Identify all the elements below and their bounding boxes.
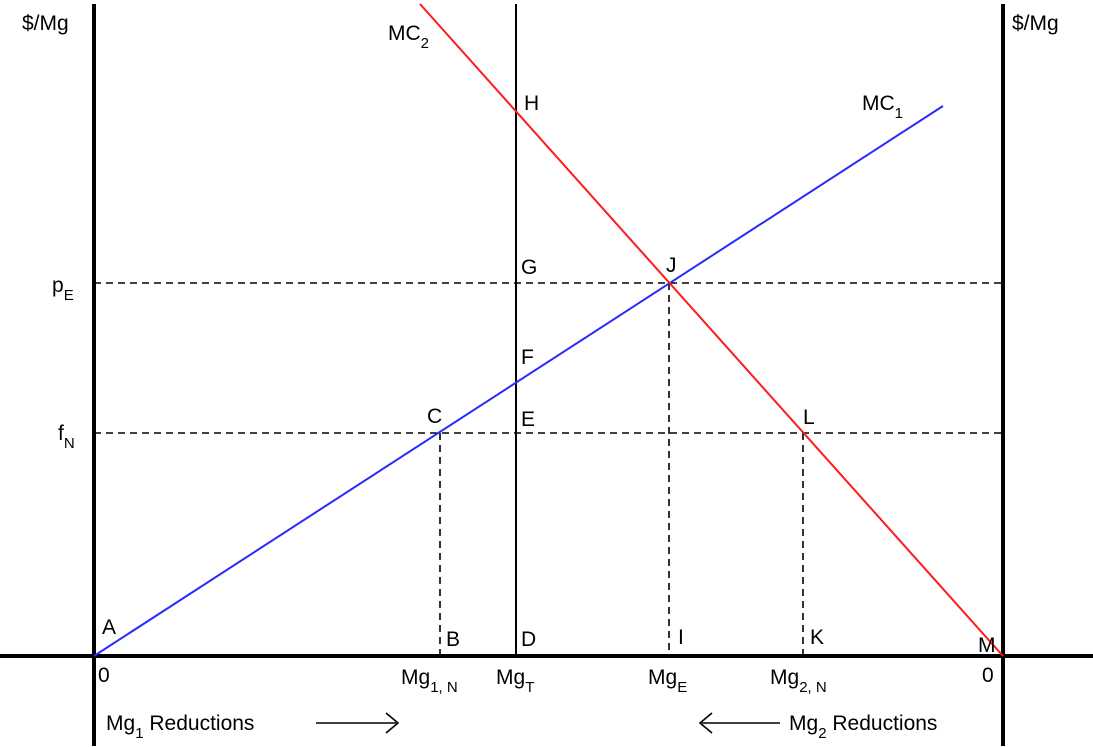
- mc2-label: MC2: [388, 22, 429, 52]
- point-E-label: E: [521, 408, 535, 431]
- point-J-label: J: [666, 254, 677, 277]
- point-L-label: L: [803, 406, 815, 429]
- mg1n-label: Mg1, N: [401, 666, 458, 696]
- point-B-label: B: [446, 628, 460, 651]
- mgT-label: MgT: [496, 666, 534, 696]
- right-origin-label: 0: [982, 664, 994, 687]
- mgE-label: MgE: [648, 666, 687, 696]
- left-origin-label: 0: [98, 664, 110, 687]
- mg2n-label: Mg2, N: [770, 666, 827, 696]
- point-G-label: G: [521, 256, 537, 279]
- mg2-reductions-label: Mg2 Reductions: [789, 712, 937, 742]
- point-C-label: C: [427, 405, 442, 428]
- mg1-reductions-label: Mg1 Reductions: [106, 712, 254, 742]
- fN-label: fN: [58, 422, 75, 452]
- point-M-label: M: [978, 634, 996, 657]
- point-D-label: D: [521, 628, 536, 651]
- point-A-label: A: [102, 616, 116, 639]
- pE-label: pE: [52, 274, 74, 304]
- right-axis-unit: $/Mg: [1012, 12, 1059, 35]
- point-K-label: K: [810, 626, 824, 649]
- point-H-label: H: [524, 92, 539, 115]
- left-arrow-icon: [698, 712, 780, 734]
- point-F-label: F: [521, 346, 534, 369]
- mc1-curve: [93, 105, 944, 657]
- point-I-label: I: [678, 626, 684, 649]
- right-arrow-icon: [316, 712, 400, 734]
- left-axis-unit: $/Mg: [22, 12, 69, 35]
- mc1-label: MC1: [862, 92, 903, 122]
- mc2-curve: [419, 3, 1004, 657]
